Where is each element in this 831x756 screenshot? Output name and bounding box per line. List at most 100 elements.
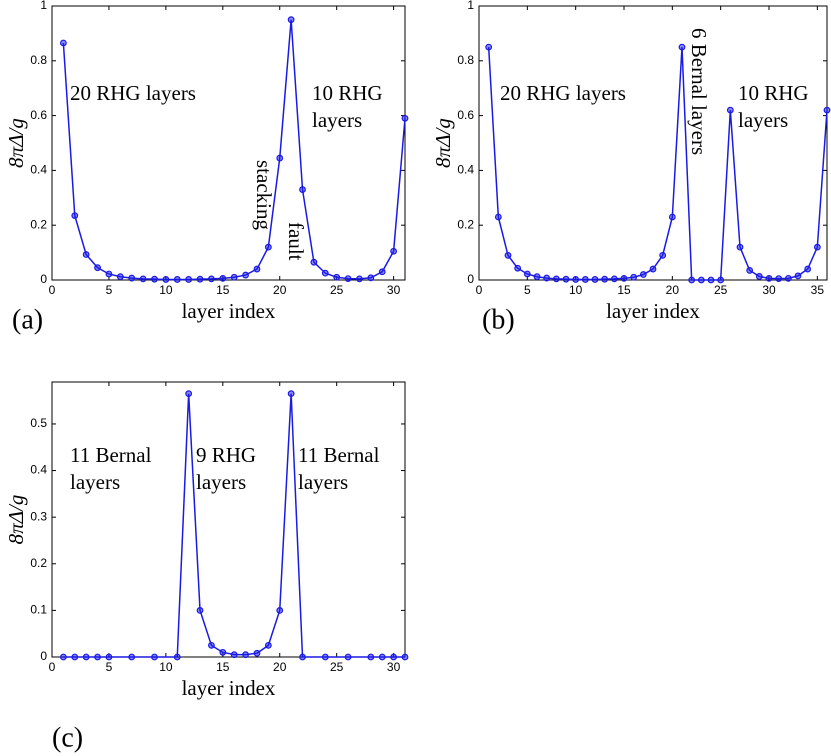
- point: [162, 276, 170, 283]
- point: [367, 653, 375, 661]
- x-tick-label: 25: [330, 283, 344, 297]
- annotation: fault: [284, 222, 308, 261]
- point: [299, 653, 306, 661]
- point: [717, 276, 725, 284]
- annotation: 11 Bernal: [298, 443, 380, 467]
- y-tick-label: 0.5: [30, 416, 47, 430]
- point: [116, 273, 124, 281]
- point: [678, 43, 686, 51]
- point: [219, 648, 227, 656]
- panel-label: (c): [52, 722, 83, 753]
- y-tick-label: 0: [467, 272, 474, 286]
- point: [321, 269, 329, 277]
- point: [321, 653, 329, 661]
- point: [59, 39, 67, 47]
- point: [804, 265, 812, 273]
- x-tick-label: 10: [569, 283, 583, 297]
- annotation: 10 RHG: [738, 81, 809, 105]
- point: [765, 274, 773, 282]
- point: [494, 213, 502, 221]
- y-tick-label: 0.2: [457, 217, 474, 231]
- point: [390, 653, 398, 661]
- annotation: layers: [196, 470, 246, 494]
- annotation: 9 RHG: [196, 443, 256, 467]
- y-axis-label: 8πΔ/g: [4, 495, 28, 545]
- y-tick-label: 1: [40, 0, 47, 12]
- point: [264, 243, 272, 251]
- annotation: 11 Bernal: [70, 443, 152, 467]
- point: [219, 274, 227, 282]
- point: [242, 651, 249, 659]
- point: [401, 114, 409, 122]
- x-tick-label: 10: [159, 283, 173, 297]
- point: [310, 258, 318, 266]
- x-axis-label: layer index: [182, 676, 276, 700]
- line: [62, 19, 406, 281]
- x-axis-label: layer index: [182, 299, 276, 323]
- point: [59, 653, 67, 661]
- point: [726, 106, 734, 114]
- y-tick-label: 0.8: [30, 53, 47, 67]
- point: [276, 606, 284, 614]
- x-tick-label: 20: [273, 283, 287, 297]
- point: [401, 653, 409, 661]
- line: [63, 393, 405, 658]
- axes-frame: [51, 5, 406, 281]
- point: [264, 641, 272, 649]
- y-tick-label: 0.6: [457, 108, 474, 122]
- annotation: layers: [738, 108, 788, 132]
- y-tick-label: 0.2: [30, 217, 47, 231]
- point: [562, 275, 570, 283]
- point: [736, 243, 744, 251]
- point: [253, 649, 261, 657]
- point: [378, 268, 386, 276]
- y-tick-label: 0.1: [30, 603, 47, 617]
- point: [196, 275, 204, 283]
- point: [185, 276, 193, 283]
- point: [128, 653, 136, 661]
- point: [287, 390, 295, 398]
- annotation: layers: [70, 470, 120, 494]
- point: [185, 390, 193, 398]
- point: [620, 274, 628, 282]
- point: [151, 653, 158, 661]
- panel-label: (b): [482, 304, 515, 335]
- y-tick-label: 0.4: [30, 463, 47, 477]
- x-tick-label: 25: [330, 660, 344, 674]
- x-tick-label: 0: [476, 283, 483, 297]
- point: [367, 274, 375, 282]
- x-tick-label: 10: [159, 660, 173, 674]
- point: [630, 273, 638, 281]
- x-tick-label: 30: [387, 283, 401, 297]
- point: [784, 274, 792, 282]
- point: [94, 264, 101, 272]
- point: [601, 275, 609, 283]
- point: [82, 251, 90, 258]
- point: [287, 16, 295, 24]
- point: [523, 270, 531, 278]
- x-tick-label: 20: [666, 283, 680, 297]
- point: [823, 106, 831, 114]
- point: [253, 265, 261, 273]
- point: [242, 271, 249, 279]
- x-tick-label: 15: [617, 283, 631, 297]
- x-tick-label: 30: [762, 283, 776, 297]
- point: [794, 272, 802, 280]
- point: [208, 275, 215, 283]
- point: [697, 276, 705, 284]
- point: [208, 641, 215, 649]
- y-axis-label: 8πΔ/g: [431, 118, 455, 168]
- point: [71, 212, 79, 220]
- point: [276, 154, 284, 162]
- y-tick-label: 0: [40, 649, 47, 663]
- point: [71, 653, 79, 661]
- point: [196, 606, 204, 614]
- point: [775, 275, 783, 283]
- x-tick-label: 15: [216, 660, 230, 674]
- point: [344, 653, 352, 661]
- y-tick-label: 0.4: [30, 163, 47, 177]
- x-tick-label: 20: [273, 660, 287, 674]
- y-tick-label: 0.2: [30, 556, 47, 570]
- x-tick-label: 5: [524, 283, 531, 297]
